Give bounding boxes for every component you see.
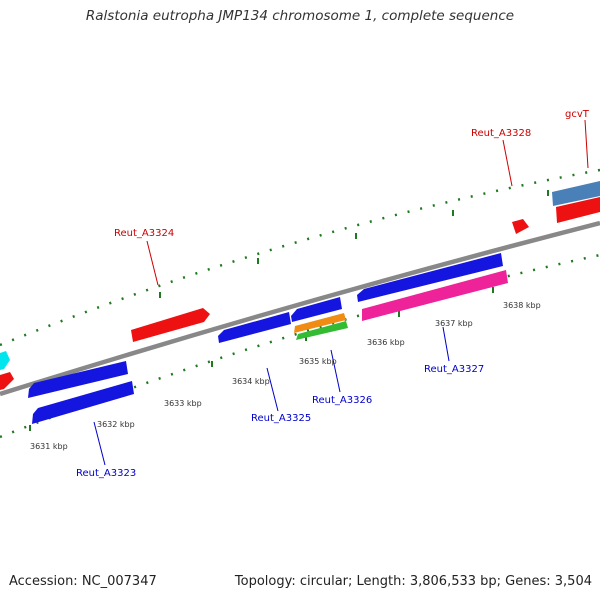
gene-label-reut-a3327[interactable]: Reut_A3327 bbox=[424, 364, 484, 375]
reverse-gene-reut-a3325[interactable] bbox=[218, 312, 291, 343]
label-connectors bbox=[93, 119, 589, 466]
forward-gene-gcvt[interactable] bbox=[556, 197, 600, 223]
gene-label-reut-a3325[interactable]: Reut_A3325 bbox=[251, 413, 311, 424]
reverse-gene-reut-a3327[interactable] bbox=[357, 253, 503, 302]
steelblue-gene[interactable] bbox=[552, 181, 600, 206]
scale-label: 3631 kbp bbox=[30, 442, 68, 451]
reverse-gene-reut-a3326[interactable] bbox=[291, 297, 342, 322]
gene-label-reut-a3326[interactable]: Reut_A3326 bbox=[312, 395, 372, 406]
topology-text: Topology: circular; Length: 3,806,533 bp… bbox=[234, 574, 592, 589]
map-title: Ralstonia eutropha JMP134 chromosome 1, … bbox=[85, 8, 515, 24]
cyan-gene[interactable] bbox=[0, 351, 10, 370]
scale-label: 3632 kbp bbox=[97, 420, 135, 429]
gene-label-reut-a3323[interactable]: Reut_A3323 bbox=[76, 468, 136, 479]
gene-label-reut-a3324[interactable]: Reut_A3324 bbox=[114, 228, 174, 239]
forward-gene-left-edge[interactable] bbox=[0, 372, 14, 390]
rna-orange[interactable] bbox=[294, 313, 346, 333]
reverse-gene-a[interactable] bbox=[28, 361, 128, 398]
gene-label-reut-a3328[interactable]: Reut_A3328 bbox=[471, 128, 531, 139]
scale-label: 3633 kbp bbox=[164, 399, 202, 408]
scale-label: 3634 kbp bbox=[232, 377, 270, 386]
scale-label: 3637 kbp bbox=[435, 319, 473, 328]
scale-label: 3635 kbp bbox=[299, 357, 337, 366]
reverse-gene-reut-a3323[interactable] bbox=[32, 381, 134, 424]
forward-gene-reut-a3328[interactable] bbox=[512, 219, 529, 234]
inner-tick-track bbox=[0, 253, 600, 439]
gene-label-gcvt[interactable]: gcvT bbox=[565, 109, 590, 120]
accession-text: Accession: NC_007347 bbox=[9, 574, 157, 589]
scale-label: 3638 kbp bbox=[503, 301, 541, 310]
chromosome-backbone bbox=[0, 220, 600, 397]
scale-label: 3636 kbp bbox=[367, 338, 405, 347]
magenta-gene[interactable] bbox=[362, 270, 508, 321]
forward-gene-reut-a3324[interactable] bbox=[131, 308, 210, 342]
rna-green[interactable] bbox=[296, 321, 348, 340]
